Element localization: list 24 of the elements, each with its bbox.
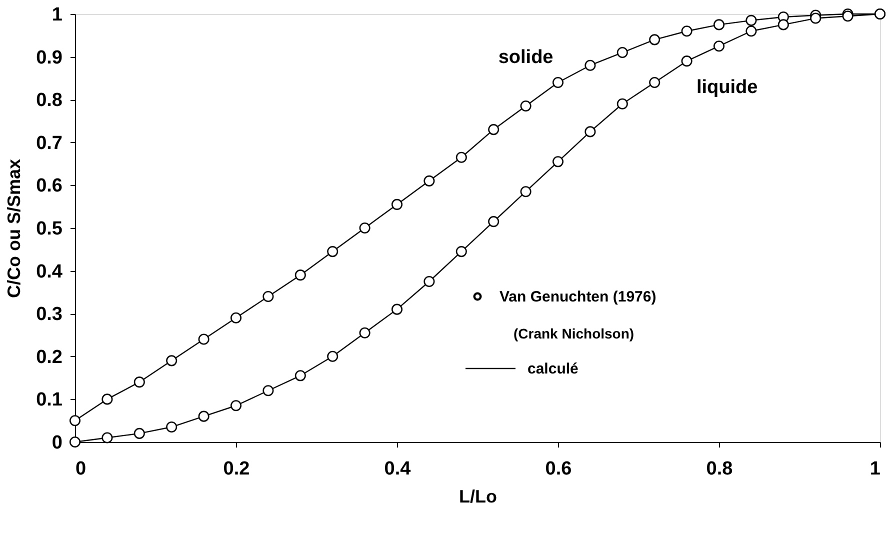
x-tick-label: 0.4 (384, 458, 412, 480)
legend-label: calculé (528, 360, 578, 378)
x-tick-label: 0.2 (223, 458, 250, 480)
y-tick-label: 0.3 (36, 304, 62, 326)
x-tick-label: 0.8 (706, 458, 733, 480)
annotation: (Crank Nicholson) (514, 325, 634, 342)
y-tick-label: 0.6 (36, 176, 62, 197)
x-axis-title: L/Lo (459, 486, 497, 506)
y-axis-title: C/Co ou S/Smax (4, 158, 24, 298)
y-tick-label: 0.8 (36, 90, 62, 112)
y-tick-label: 0.1 (36, 390, 63, 411)
annotation: solide (498, 46, 554, 68)
annotation: liquide (696, 76, 758, 98)
y-tick-label: 0 (52, 432, 62, 454)
y-tick-label: 0.7 (36, 132, 62, 154)
x-tick-label: 1 (870, 458, 881, 480)
y-tick-label: 0.5 (36, 218, 63, 240)
y-tick-label: 0.4 (36, 261, 63, 282)
legend-label: Van Genuchten (1976) (500, 288, 656, 306)
y-tick-label: 1 (52, 4, 63, 26)
x-tick-label: 0 (76, 458, 86, 480)
x-tick-label: 0.6 (545, 458, 572, 480)
y-tick-label: 0.2 (36, 346, 62, 368)
y-tick-label: 0.9 (36, 47, 62, 68)
